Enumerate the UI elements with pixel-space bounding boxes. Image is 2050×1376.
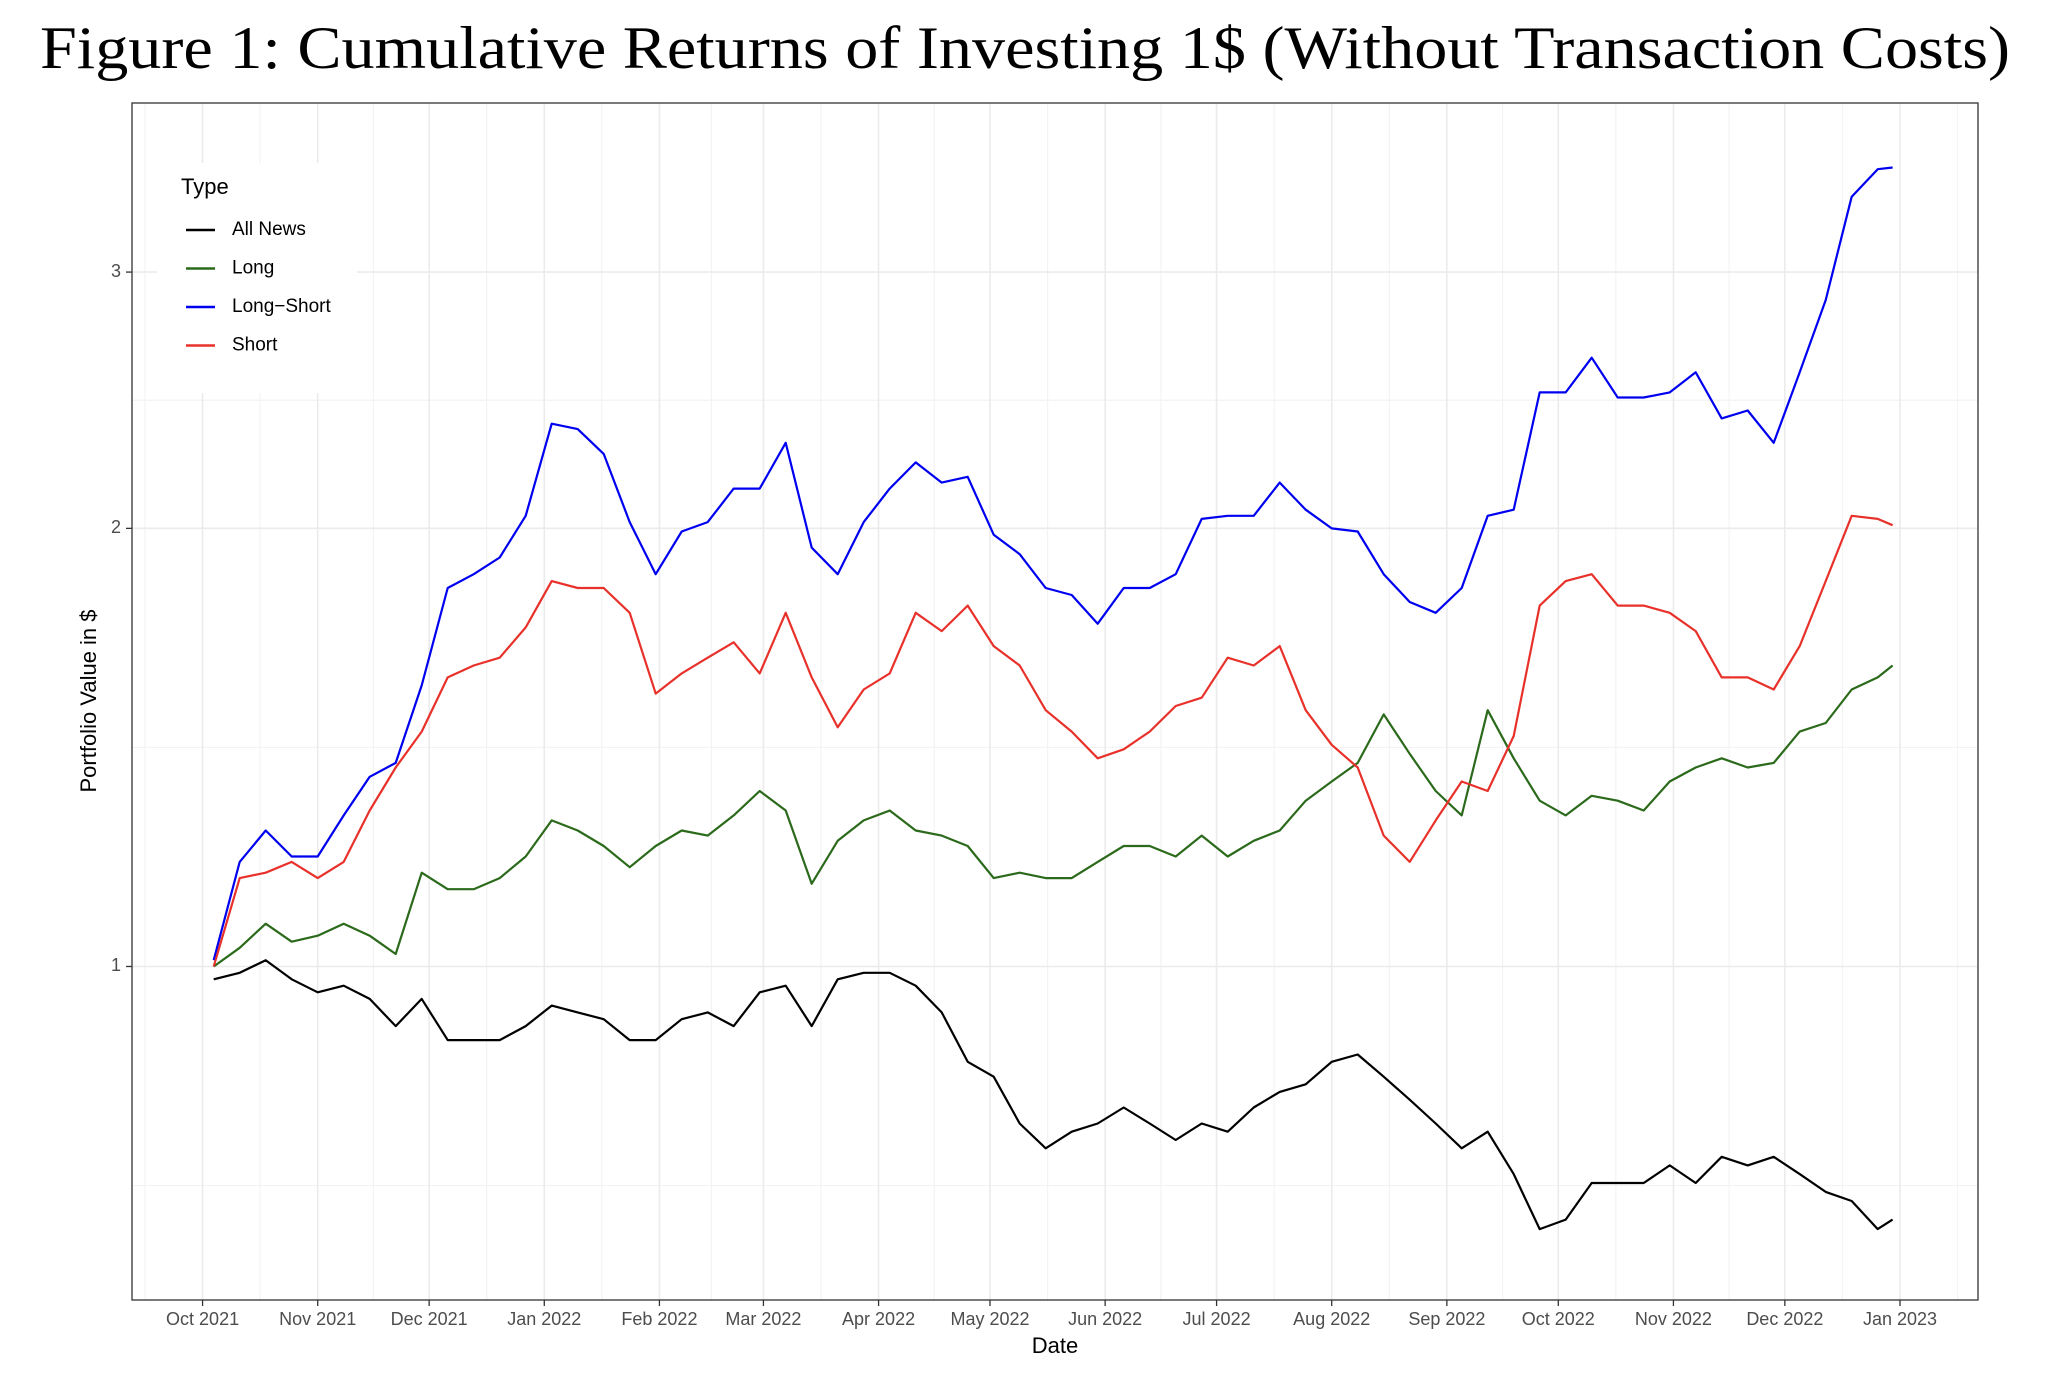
x-tick-label: Nov 2022	[1635, 1309, 1712, 1329]
x-tick-label: Oct 2021	[166, 1309, 239, 1329]
series-line	[213, 664, 1894, 968]
series-line	[212, 514, 1894, 967]
x-tick-label: Feb 2022	[621, 1309, 697, 1329]
plot-layer	[212, 166, 1894, 1231]
x-tick-label: Jun 2022	[1068, 1309, 1142, 1329]
x-tick-label: Apr 2022	[842, 1309, 915, 1329]
panel-border	[131, 102, 1979, 1301]
x-tick-label: May 2022	[950, 1309, 1029, 1329]
y-tick-label: 3	[111, 261, 121, 281]
x-tick-label: Nov 2021	[279, 1309, 356, 1329]
grid-layer	[132, 103, 1978, 1300]
axis-layer: Oct 2021 Nov 2021 Dec 2021 Jan 2022 Feb 2022…	[111, 261, 1937, 1329]
y-tick-label: 1	[111, 955, 121, 975]
x-tick-label: Dec 2021	[391, 1309, 468, 1329]
legend-label: All News	[232, 219, 306, 240]
series-line	[213, 959, 1894, 1231]
legend-label: Long−Short	[232, 296, 331, 317]
x-tick-label: Dec 2022	[1746, 1309, 1823, 1329]
x-tick-label: Jan 2022	[507, 1309, 581, 1329]
x-tick-label: Sep 2022	[1408, 1309, 1485, 1329]
x-tick-label: Jul 2022	[1183, 1309, 1251, 1329]
legend-title: Type	[181, 174, 229, 199]
legend-label: Long	[232, 258, 274, 279]
x-tick-label: Jan 2023	[1863, 1309, 1937, 1329]
x-tick-label: Oct 2022	[1522, 1309, 1595, 1329]
legend-box	[157, 163, 357, 393]
x-tick-label: Mar 2022	[725, 1309, 801, 1329]
chart-title: Figure 1: Cumulative Returns of Investin…	[40, 15, 2010, 81]
y-tick-label: 2	[111, 517, 121, 537]
legend-label: Short	[232, 335, 278, 356]
y-axis-title: Portfolio Value in $	[76, 609, 101, 792]
x-tick-label: Aug 2022	[1293, 1309, 1370, 1329]
x-axis-title: Date	[1032, 1333, 1078, 1358]
series-line	[212, 166, 1893, 961]
